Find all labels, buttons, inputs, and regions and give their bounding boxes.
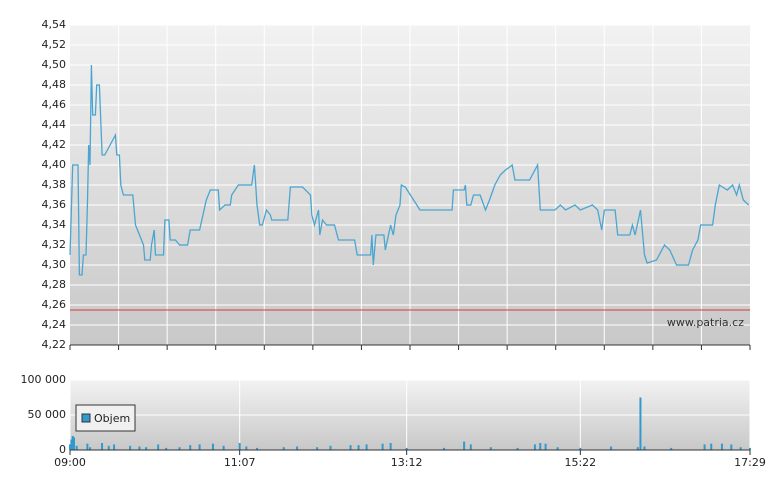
volume-bar <box>89 447 92 450</box>
volume-bar <box>245 446 248 450</box>
volume-bar <box>211 443 214 450</box>
volume-bar <box>670 447 673 450</box>
volume-bar <box>405 447 408 450</box>
volume-bar <box>296 446 299 450</box>
y-tick-label: 4,36 <box>42 198 67 211</box>
volume-bar <box>533 444 536 450</box>
x-tick-label: 11:07 <box>224 456 256 469</box>
volume-bar <box>129 445 132 450</box>
volume-bar <box>516 447 519 450</box>
volume-bar <box>643 446 646 450</box>
volume-bar <box>544 443 547 450</box>
volume-bar <box>720 443 723 450</box>
watermark: www.patria.cz <box>667 316 744 329</box>
volume-bar <box>101 443 104 450</box>
y-tick-label: 4,38 <box>42 178 67 191</box>
volume-bar <box>443 447 446 450</box>
y-tick-label: 0 <box>59 443 66 456</box>
volume-bar <box>69 444 71 450</box>
y-tick-label: 4,30 <box>42 258 67 271</box>
volume-bar <box>178 447 181 450</box>
volume-bar <box>556 447 559 450</box>
volume-bar <box>73 437 76 450</box>
volume-bar <box>365 444 368 450</box>
y-tick-label: 4,24 <box>42 318 67 331</box>
volume-bar <box>138 446 141 450</box>
y-tick-label: 4,26 <box>42 298 67 311</box>
volume-bar <box>189 445 192 450</box>
volume-bar <box>282 447 285 450</box>
volume-bar <box>703 444 706 450</box>
volume-bar <box>710 443 713 450</box>
volume-bar <box>316 447 319 450</box>
volume-bar <box>739 447 742 450</box>
volume-bar <box>610 446 613 450</box>
volume-bar <box>75 445 78 450</box>
volume-bar <box>86 443 89 450</box>
volume-bar <box>238 443 241 450</box>
volume-bar <box>157 444 160 450</box>
volume-bar <box>463 441 466 450</box>
volume-bar <box>198 444 201 450</box>
volume-bar <box>539 443 542 450</box>
volume-bar <box>381 443 384 450</box>
volume-bar <box>389 443 392 450</box>
y-tick-label: 4,40 <box>42 158 67 171</box>
volume-bar <box>349 445 352 450</box>
volume-bar <box>469 444 472 450</box>
volume-bar <box>579 447 582 450</box>
volume-bar <box>489 447 492 450</box>
volume-bar <box>730 444 733 450</box>
y-tick-label: 50 000 <box>28 408 67 421</box>
volume-bar <box>256 447 259 450</box>
y-tick-label: 4,46 <box>42 98 67 111</box>
legend-swatch <box>81 413 91 423</box>
y-tick-label: 4,34 <box>42 218 67 231</box>
y-tick-label: 4,54 <box>42 18 67 31</box>
volume-bar <box>71 436 74 450</box>
x-tick-label: 09:00 <box>54 456 86 469</box>
volume-bar <box>113 444 116 450</box>
volume-bar <box>357 445 360 450</box>
y-tick-label: 4,52 <box>42 38 67 51</box>
volume-bar <box>70 439 73 450</box>
y-tick-label: 4,44 <box>42 118 67 131</box>
volume-bar <box>639 397 642 450</box>
volume-bar <box>749 447 751 450</box>
y-tick-label: 4,48 <box>42 78 67 91</box>
y-tick-label: 100 000 <box>21 373 67 386</box>
y-tick-label: 4,50 <box>42 58 67 71</box>
y-tick-label: 4,32 <box>42 238 67 251</box>
volume-bar <box>165 447 168 450</box>
legend: Objem <box>75 404 136 432</box>
price-line <box>69 64 750 276</box>
x-tick-label: 13:12 <box>391 456 423 469</box>
volume-bar <box>636 447 639 450</box>
x-tick-label: 17:29 <box>734 456 766 469</box>
y-tick-label: 4,22 <box>42 338 67 351</box>
volume-bar <box>107 445 110 450</box>
volume-bar <box>222 445 225 450</box>
volume-bar <box>329 445 332 450</box>
y-tick-label: 4,42 <box>42 138 67 151</box>
y-tick-label: 4,28 <box>42 278 67 291</box>
x-tick-label: 15:22 <box>564 456 596 469</box>
legend-label: Objem <box>94 412 130 425</box>
volume-bar <box>145 447 148 450</box>
